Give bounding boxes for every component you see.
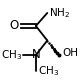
Text: O: O (9, 19, 19, 32)
Text: NH$_2$: NH$_2$ (49, 6, 70, 20)
Text: OH: OH (62, 48, 78, 58)
Text: N: N (31, 48, 40, 61)
Text: CH$_3$: CH$_3$ (38, 64, 59, 78)
Text: CH$_3$: CH$_3$ (1, 48, 22, 62)
